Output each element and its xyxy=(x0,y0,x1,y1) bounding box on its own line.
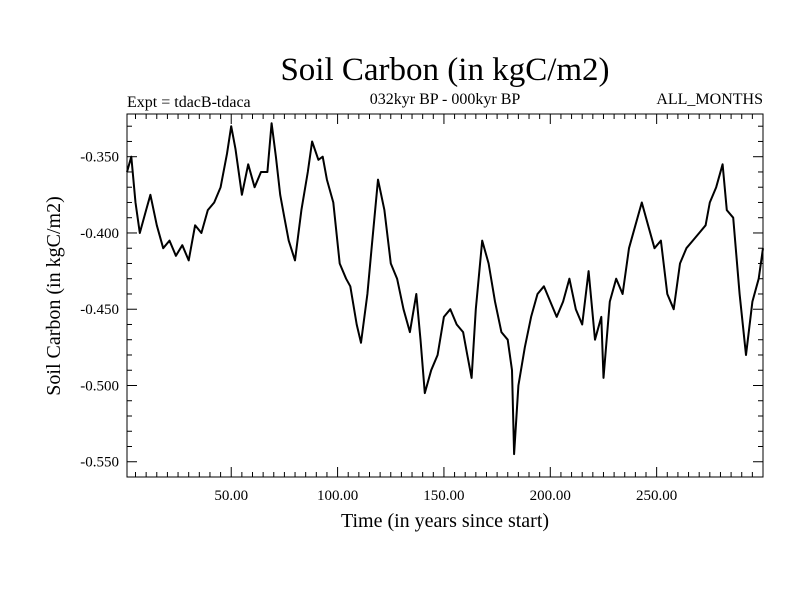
tick-labels: 50.00 100.00 150.00 200.00 250.00 -0.350 -0.40… xyxy=(80,150,677,504)
x-axis-label: Time (in years since start) xyxy=(341,510,549,532)
x-tick-label: 200.00 xyxy=(530,488,571,504)
x-tick-label: 100.00 xyxy=(317,488,358,504)
chart-title: Soil Carbon (in kgC/m2) xyxy=(280,52,609,88)
y-tick-label: -0.400 xyxy=(80,226,119,242)
x-tick-label: 250.00 xyxy=(636,488,677,504)
y-tick-label: -0.350 xyxy=(80,150,119,166)
months-label: ALL_MONTHS xyxy=(656,91,763,108)
y-tick-label: -0.550 xyxy=(80,455,119,471)
series-line xyxy=(126,122,764,456)
x-tick-label: 150.00 xyxy=(423,488,464,504)
x-tick-label: 50.00 xyxy=(214,488,248,504)
y-tick-label: -0.500 xyxy=(80,378,119,394)
axis-ticks xyxy=(127,114,763,478)
chart-subtitle: 032kyr BP - 000kyr BP xyxy=(370,91,521,108)
plot-frame xyxy=(126,113,764,478)
y-tick-label: -0.450 xyxy=(80,302,119,318)
y-axis-label: Soil Carbon (in kgC/m2) xyxy=(43,196,65,395)
experiment-label: Expt = tdacB-tdaca xyxy=(127,94,251,111)
